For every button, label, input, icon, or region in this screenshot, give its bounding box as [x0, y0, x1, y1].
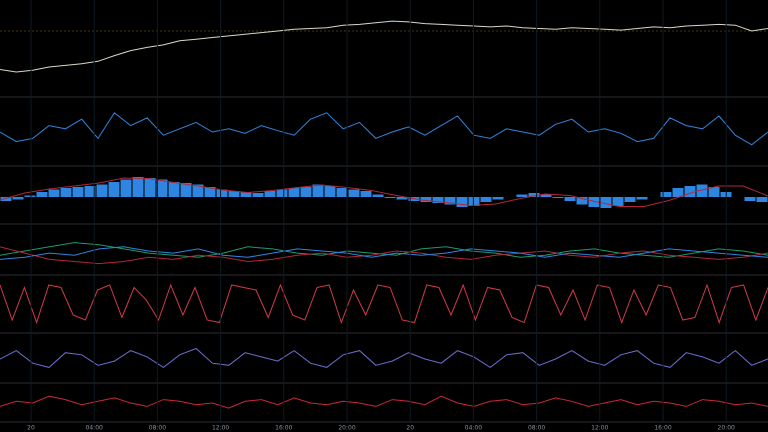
series-line: [0, 246, 768, 260]
histogram-bar: [492, 197, 504, 200]
histogram-bar: [540, 194, 552, 197]
histogram-bar: [756, 197, 768, 202]
series-line: [0, 242, 768, 258]
x-tick-label: 16:00: [275, 425, 292, 432]
histogram-bar: [0, 197, 12, 201]
series-line: [0, 395, 768, 409]
histogram-bar: [12, 197, 24, 200]
histogram-bar: [360, 191, 372, 197]
series-line: [0, 112, 768, 146]
x-tick-label: 04:00: [86, 425, 103, 432]
series-line: [0, 347, 768, 369]
histogram-bar: [48, 189, 60, 197]
x-tick-label: 20:00: [338, 425, 355, 432]
histogram-bar: [144, 178, 156, 197]
x-tick-label: 12:00: [212, 425, 229, 432]
histogram-bar: [324, 186, 336, 197]
x-tick-label: 04:00: [465, 425, 482, 432]
layout: [0, 30, 768, 423]
histogram-bar: [612, 197, 624, 206]
histogram-bar: [72, 187, 84, 197]
x-tick-label: 16:00: [654, 425, 671, 432]
histogram-bar: [696, 184, 708, 197]
histogram-bar: [288, 188, 300, 197]
histogram-bar: [108, 182, 120, 197]
histogram-bar: [552, 197, 564, 198]
histogram-bar: [336, 188, 348, 197]
histogram-bar: [624, 197, 636, 202]
histogram-bar: [84, 186, 96, 197]
series-line: [0, 283, 768, 325]
histogram-bar: [708, 187, 720, 197]
histogram-bar: [156, 179, 168, 197]
histogram-bar: [132, 177, 144, 197]
histogram-bar: [480, 197, 492, 202]
histogram-bar: [36, 192, 48, 197]
histogram-bar: [456, 197, 468, 207]
histogram-bar: [636, 197, 648, 200]
histogram-bar: [180, 183, 192, 197]
histogram-bar: [204, 187, 216, 197]
histogram-bar: [744, 197, 756, 201]
histogram-bar: [276, 189, 288, 197]
x-tick-label: 20:00: [718, 425, 735, 432]
histogram-bar: [372, 194, 384, 197]
histogram-bar: [252, 193, 264, 197]
x-tick-label: 12:00: [591, 425, 608, 432]
histogram-bar: [432, 197, 444, 203]
histogram-bar: [240, 192, 252, 197]
histogram-bar: [60, 188, 72, 197]
histogram-bar: [384, 197, 396, 198]
histogram-bar: [516, 194, 528, 197]
histogram-bar: [24, 195, 36, 197]
histogram-bar: [168, 182, 180, 197]
histogram-bar: [660, 192, 672, 197]
histogram-bar: [300, 187, 312, 197]
histogram-bar: [684, 186, 696, 197]
histogram-bar: [396, 197, 408, 200]
histogram-bar: [600, 197, 612, 208]
histogram-bar: [420, 197, 432, 202]
histogram-bar: [312, 184, 324, 197]
histogram-bar: [576, 197, 588, 205]
x-tick-label: 08:00: [149, 425, 166, 432]
series-line: [0, 20, 768, 73]
histogram-bar: [228, 191, 240, 197]
series-line: [0, 246, 768, 265]
histogram-bar: [564, 197, 576, 201]
histogram-bar: [96, 184, 108, 197]
histogram-bar: [468, 197, 480, 206]
histogram-bar: [672, 188, 684, 197]
histogram-bar: [264, 191, 276, 197]
histogram-bar: [120, 179, 132, 197]
x-tick-label: 20: [27, 425, 35, 432]
histogram-bar: [528, 193, 540, 197]
x-tick-label: 20: [406, 425, 414, 432]
histogram-bar: [192, 184, 204, 197]
x-tick-label: 08:00: [528, 425, 545, 432]
histogram-bar: [216, 189, 228, 197]
histogram-bar: [588, 197, 600, 207]
series-line: [0, 177, 768, 207]
histogram-bar: [444, 197, 456, 205]
histogram-bar: [348, 189, 360, 197]
